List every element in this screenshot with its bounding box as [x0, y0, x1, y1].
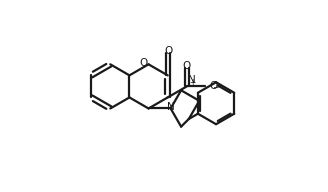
Text: O: O [165, 46, 173, 56]
Text: N: N [188, 75, 196, 85]
Text: O: O [140, 58, 148, 68]
Text: O: O [182, 61, 191, 71]
Text: +: + [189, 78, 195, 87]
Text: −: − [212, 84, 218, 92]
Text: N: N [167, 102, 175, 112]
Text: O: O [210, 81, 218, 91]
